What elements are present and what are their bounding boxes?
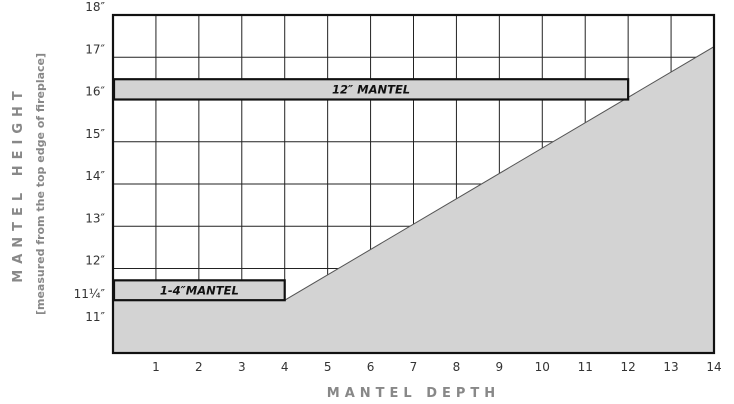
y-tick-label-1: 11¼″ <box>74 287 106 301</box>
x-tick-label-13: 13 <box>663 360 678 374</box>
x-tick-label-6: 6 <box>367 360 375 374</box>
x-tick-labels: 1 2 3 4 5 6 7 8 9 10 11 12 13 14 <box>152 360 722 374</box>
y-tick-labels: 11″ 11¼″ 12″ 13″ 14″ 15″ 16″ 17″ 18″ <box>74 0 106 324</box>
x-tick-label-10: 10 <box>535 360 550 374</box>
y-axis-title: MANTEL HEIGHT <box>11 85 26 282</box>
x-tick-label-9: 9 <box>496 360 504 374</box>
x-tick-label-3: 3 <box>238 360 246 374</box>
x-tick-label-12: 12 <box>621 360 636 374</box>
x-tick-label-2: 2 <box>195 360 203 374</box>
x-axis-title: MANTEL DEPTH <box>327 386 500 401</box>
mantel-label-1: 12″ MANTEL <box>332 82 410 96</box>
y-tick-label-3: 13″ <box>85 211 105 225</box>
x-tick-label-14: 14 <box>706 360 721 374</box>
y-tick-label-6: 16″ <box>85 85 105 99</box>
y-tick-label-5: 15″ <box>85 127 105 141</box>
x-tick-label-5: 5 <box>324 360 332 374</box>
x-tick-label-4: 4 <box>281 360 289 374</box>
x-tick-label-11: 11 <box>578 360 593 374</box>
y-axis-subtitle: [measured from the top edge of fireplace… <box>34 53 47 315</box>
x-tick-label-1: 1 <box>152 360 160 374</box>
y-tick-label-4: 14″ <box>85 169 105 183</box>
y-tick-label-0: 11″ <box>85 310 105 324</box>
y-tick-label-2: 12″ <box>85 254 105 268</box>
x-tick-label-8: 8 <box>453 360 461 374</box>
mantel-bars: 1-4″MANTEL 12″ MANTEL <box>112 78 630 302</box>
y-tick-label-8: 18″ <box>85 0 105 14</box>
mantel-label-0: 1-4″MANTEL <box>160 283 239 297</box>
plot-frame <box>111 13 716 355</box>
x-tick-label-7: 7 <box>410 360 418 374</box>
y-tick-label-7: 17″ <box>85 42 105 56</box>
